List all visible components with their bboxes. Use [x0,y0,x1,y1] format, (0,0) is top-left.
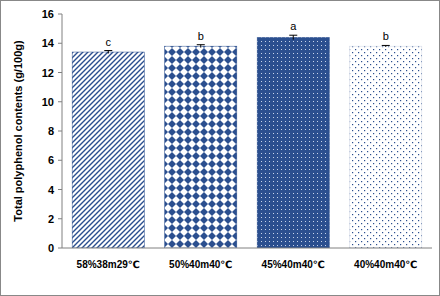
x-tick-label: 40%40m40℃ [354,259,417,270]
error-bar [289,35,297,39]
bar [72,52,144,248]
y-tick [58,43,62,44]
bar [350,46,422,248]
bar [257,37,329,248]
y-tick [58,189,62,190]
y-tick-label: 16 [42,8,54,20]
y-tick-label: 14 [42,37,55,49]
x-tick-label: 58%38m29℃ [77,259,140,270]
y-tick-label: 10 [42,96,54,108]
bars [72,35,422,248]
y-tick-label: 4 [48,184,55,196]
y-tick-label: 6 [48,154,54,166]
error-bar [104,51,112,54]
chart-border [1,1,440,296]
y-tick-label: 8 [48,125,54,137]
y-axis [62,14,63,248]
chart: 0 2 4 6 8 10 12 14 16 Total polyphenol contents (… [0,0,440,296]
y-axis-label: Total polyphenol contents (g/100g) [12,40,24,222]
bar [165,46,237,248]
chart-container: 0 2 4 6 8 10 12 14 16 Total polyphenol contents (… [0,0,440,296]
error-bar [197,45,205,48]
x-axis [62,248,432,249]
y-tick [58,14,62,15]
y-tick [58,101,62,102]
y-tick-label: 2 [48,213,54,225]
y-tick [58,131,62,132]
error-bar [382,45,390,46]
x-tick-label: 50%40m40℃ [169,259,232,270]
significance-letter: b [383,30,389,42]
y-tick [58,72,62,73]
significance-letter: b [198,30,204,42]
y-tick [58,160,62,161]
y-tick-label: 12 [42,67,54,79]
y-tick [58,248,62,249]
significance-letter: a [290,20,297,32]
y-tick [58,218,62,219]
significance-letter: c [106,36,112,48]
x-tick-label: 45%40m40℃ [262,259,325,270]
y-tick-label: 0 [48,242,54,254]
